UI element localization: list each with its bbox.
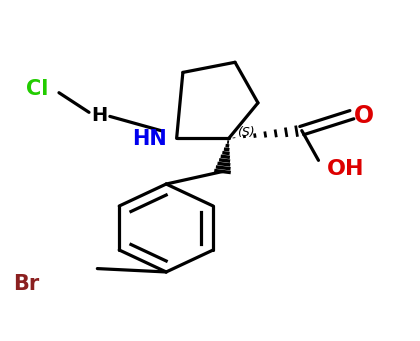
Text: H: H xyxy=(91,106,108,125)
Text: Cl: Cl xyxy=(26,79,48,99)
Text: (S): (S) xyxy=(237,126,255,139)
Text: O: O xyxy=(354,104,375,128)
Text: HN: HN xyxy=(132,129,167,149)
Text: OH: OH xyxy=(327,159,364,179)
Text: Br: Br xyxy=(13,274,39,294)
